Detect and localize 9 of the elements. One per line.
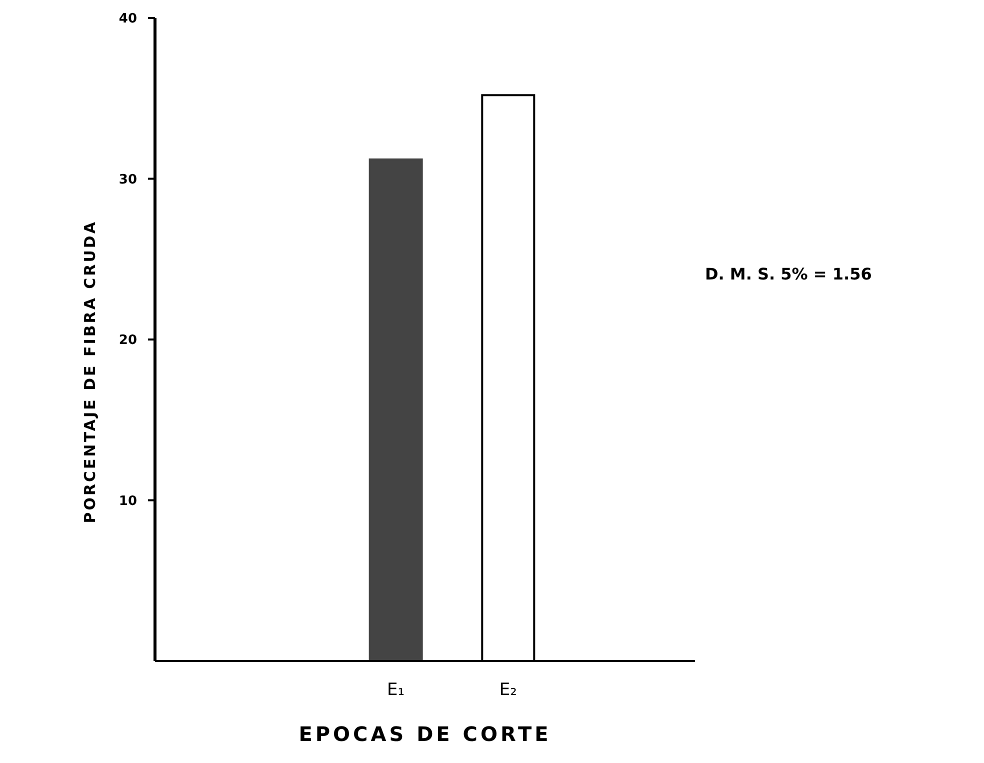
text: D. M. S. 5% = 1.56 bbox=[705, 264, 872, 284]
x-tick-label: E₂ bbox=[499, 680, 517, 700]
y-tick-label: 20 bbox=[118, 333, 137, 348]
x-axis-title: EPOCAS DE CORTE bbox=[298, 722, 552, 746]
y-tick-label: 10 bbox=[118, 494, 137, 509]
y-tick-label: 30 bbox=[118, 172, 137, 188]
y-tick-label: 40 bbox=[118, 12, 137, 27]
y-axis-title: PORCENTAJE DE FIBRA CRUDA bbox=[81, 220, 99, 524]
x-tick-label: E₁ bbox=[387, 680, 405, 700]
